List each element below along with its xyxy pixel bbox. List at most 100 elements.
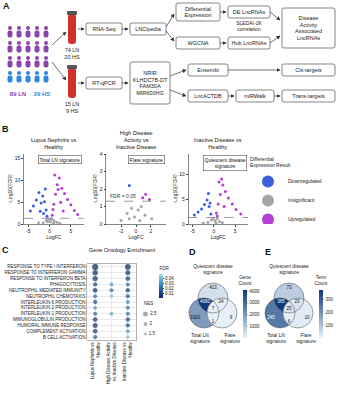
svg-text:24: 24 bbox=[218, 299, 224, 304]
svg-text:-2: -2 bbox=[119, 228, 124, 234]
svg-text:FDR = 0.05: FDR = 0.05 bbox=[110, 193, 136, 199]
svg-text:FDR: FDR bbox=[159, 266, 169, 271]
svg-text:10: 10 bbox=[304, 315, 310, 320]
svg-text:DifferentialExpression: DifferentialExpression bbox=[184, 6, 211, 19]
svg-text:Upregulated: Upregulated bbox=[288, 216, 315, 222]
svg-text:-Log10(FDR): -Log10(FDR) bbox=[7, 174, 13, 204]
svg-text:5: 5 bbox=[182, 196, 185, 202]
svg-text:5: 5 bbox=[234, 228, 237, 234]
svg-text:Gene Ontology Enrichment: Gene Ontology Enrichment bbox=[89, 247, 156, 253]
svg-text:SLEDAI-2Kcorrelation: SLEDAI-2Kcorrelation bbox=[236, 20, 262, 32]
svg-text:Inactive Disease vsHealthy: Inactive Disease vsHealthy bbox=[122, 342, 133, 382]
svg-text:Cis-targets: Cis-targets bbox=[295, 67, 322, 73]
svg-text:-5: -5 bbox=[26, 228, 31, 234]
svg-text:RESPONSE TO INTERFERON BETA: RESPONSE TO INTERFERON BETA bbox=[10, 276, 86, 281]
svg-text:Ensembl: Ensembl bbox=[197, 67, 218, 73]
svg-text:10: 10 bbox=[15, 177, 21, 183]
svg-text:15 LN9 HS: 15 LN9 HS bbox=[65, 101, 80, 114]
svg-text:29 HS: 29 HS bbox=[34, 91, 51, 97]
svg-text:Lupus Nephritis vsHealthy: Lupus Nephritis vsHealthy bbox=[90, 342, 101, 380]
svg-text:INTERLEUKIN 1 PRODUCTION: INTERLEUKIN 1 PRODUCTION bbox=[21, 311, 86, 316]
svg-text:Flaresignature: Flaresignature bbox=[296, 333, 316, 344]
svg-text:6: 6 bbox=[288, 319, 291, 324]
svg-text:300: 300 bbox=[326, 297, 334, 302]
svg-text:0: 0 bbox=[182, 221, 185, 227]
svg-text:413: 413 bbox=[209, 285, 217, 290]
svg-text:1920: 1920 bbox=[190, 315, 201, 320]
svg-text:4060: 4060 bbox=[200, 299, 211, 304]
svg-text:DE LncRNAs: DE LncRNAs bbox=[233, 9, 266, 15]
svg-text:5: 5 bbox=[69, 228, 72, 234]
svg-text:2.5: 2.5 bbox=[150, 311, 157, 316]
svg-text:-Log10(FDR): -Log10(FDR) bbox=[92, 174, 98, 204]
svg-text:9: 9 bbox=[230, 315, 233, 320]
svg-text:0: 0 bbox=[135, 228, 138, 234]
svg-text:NES: NES bbox=[144, 301, 153, 306]
svg-text:1: 1 bbox=[100, 203, 103, 209]
svg-text:Trans-targets: Trans-targets bbox=[292, 93, 325, 99]
svg-text:100: 100 bbox=[326, 323, 334, 328]
svg-text:Lupus Nephritis vsHealthy: Lupus Nephritis vsHealthy bbox=[31, 137, 76, 150]
svg-text:3000: 3000 bbox=[250, 300, 261, 305]
svg-text:Total LNsignature: Total LNsignature bbox=[190, 333, 210, 344]
svg-text:PHAGOCYTOSIS: PHAGOCYTOSIS bbox=[50, 282, 86, 287]
svg-text:4: 4 bbox=[100, 151, 103, 157]
svg-text:Inactive Disease vsHealthy: Inactive Disease vsHealthy bbox=[194, 137, 242, 150]
svg-text:COMPLEMENT ACTIVATION: COMPLEMENT ACTIVATION bbox=[27, 329, 86, 334]
svg-text:0: 0 bbox=[18, 221, 21, 227]
svg-text:TermCount: TermCount bbox=[315, 275, 328, 286]
svg-text:365: 365 bbox=[277, 299, 285, 304]
svg-text:0: 0 bbox=[213, 228, 216, 234]
svg-text:0.03: 0.03 bbox=[165, 281, 174, 286]
svg-text:High Disease Activityvs Inacti: High Disease Activityvs Inactive Disease bbox=[106, 342, 117, 385]
svg-text:Hub LncRNAs: Hub LncRNAs bbox=[232, 40, 267, 46]
svg-text:2: 2 bbox=[149, 321, 152, 326]
svg-text:Flaresignature: Flaresignature bbox=[220, 333, 240, 344]
svg-text:73: 73 bbox=[286, 285, 292, 290]
svg-text:D: D bbox=[189, 247, 196, 257]
svg-text:Quiescent diseasesignature: Quiescent diseasesignature bbox=[193, 264, 233, 275]
svg-text:7: 7 bbox=[212, 306, 215, 311]
svg-text:WGCNA: WGCNA bbox=[187, 40, 208, 46]
svg-text:High DiseaseActivity vsInactiv: High DiseaseActivity vsInactive Disease bbox=[116, 130, 156, 150]
svg-text:INTERLEUKIN 6 PRODUCTION: INTERLEUKIN 6 PRODUCTION bbox=[21, 300, 86, 305]
svg-text:-Log10(FDR): -Log10(FDR) bbox=[172, 174, 178, 204]
svg-text:4000: 4000 bbox=[250, 289, 261, 294]
svg-text:74 LN20 HS: 74 LN20 HS bbox=[64, 47, 80, 60]
svg-text:3: 3 bbox=[100, 168, 103, 174]
svg-text:LncACTDB: LncACTDB bbox=[194, 93, 222, 99]
svg-text:RESPONSE TO INTERFERON GAMMA: RESPONSE TO INTERFERON GAMMA bbox=[4, 270, 85, 275]
svg-text:Downregulated: Downregulated bbox=[288, 178, 322, 184]
svg-text:0: 0 bbox=[100, 221, 103, 227]
svg-text:23: 23 bbox=[294, 299, 300, 304]
svg-text:2: 2 bbox=[150, 228, 153, 234]
svg-text:miRWalk: miRWalk bbox=[244, 93, 266, 99]
svg-text:NRIRKLHDC7B-DTFAM30AMIR600HG: NRIRKLHDC7B-DTFAM30AMIR600HG bbox=[133, 70, 168, 96]
svg-text:89 LN: 89 LN bbox=[10, 91, 26, 97]
svg-text:Quiescent diseasesignature: Quiescent diseasesignature bbox=[205, 157, 246, 170]
svg-text:1: 1 bbox=[212, 319, 215, 324]
svg-text:INTERLEUKIN 2 PRODUCTION: INTERLEUKIN 2 PRODUCTION bbox=[21, 305, 86, 310]
svg-text:0.02: 0.02 bbox=[165, 286, 174, 291]
svg-text:1000: 1000 bbox=[250, 324, 261, 329]
svg-text:E: E bbox=[265, 247, 271, 257]
svg-text:RESPONSE TO TYPE I INTERFERON: RESPONSE TO TYPE I INTERFERON bbox=[7, 264, 85, 269]
svg-text:0.04: 0.04 bbox=[165, 276, 174, 281]
svg-text:10: 10 bbox=[179, 171, 185, 177]
svg-text:25: 25 bbox=[286, 306, 292, 311]
svg-text:Quiescent diseasesignature: Quiescent diseasesignature bbox=[269, 264, 309, 275]
svg-text:-5: -5 bbox=[190, 228, 195, 234]
svg-text:1.5: 1.5 bbox=[149, 331, 156, 336]
svg-text:B CELL ACTIVATION: B CELL ACTIVATION bbox=[43, 335, 86, 340]
svg-text:LogFC: LogFC bbox=[211, 234, 226, 240]
svg-text:15: 15 bbox=[15, 155, 21, 161]
svg-text:Total LN signature: Total LN signature bbox=[40, 157, 81, 163]
svg-text:245: 245 bbox=[267, 315, 275, 320]
svg-text:2000: 2000 bbox=[250, 312, 261, 317]
svg-text:DifferentialExpression Result: DifferentialExpression Result bbox=[250, 156, 291, 169]
svg-text:HUMORAL IMMUNE RESPONSE: HUMORAL IMMUNE RESPONSE bbox=[18, 323, 86, 328]
svg-text:IMMUNOGLOBULIN PRODUCTION: IMMUNOGLOBULIN PRODUCTION bbox=[13, 317, 86, 322]
svg-text:LogFC: LogFC bbox=[46, 234, 61, 240]
svg-text:DiseaseActivityAssociatedLncRN: DiseaseActivityAssociatedLncRNAs bbox=[295, 15, 322, 41]
svg-text:0: 0 bbox=[48, 228, 51, 234]
